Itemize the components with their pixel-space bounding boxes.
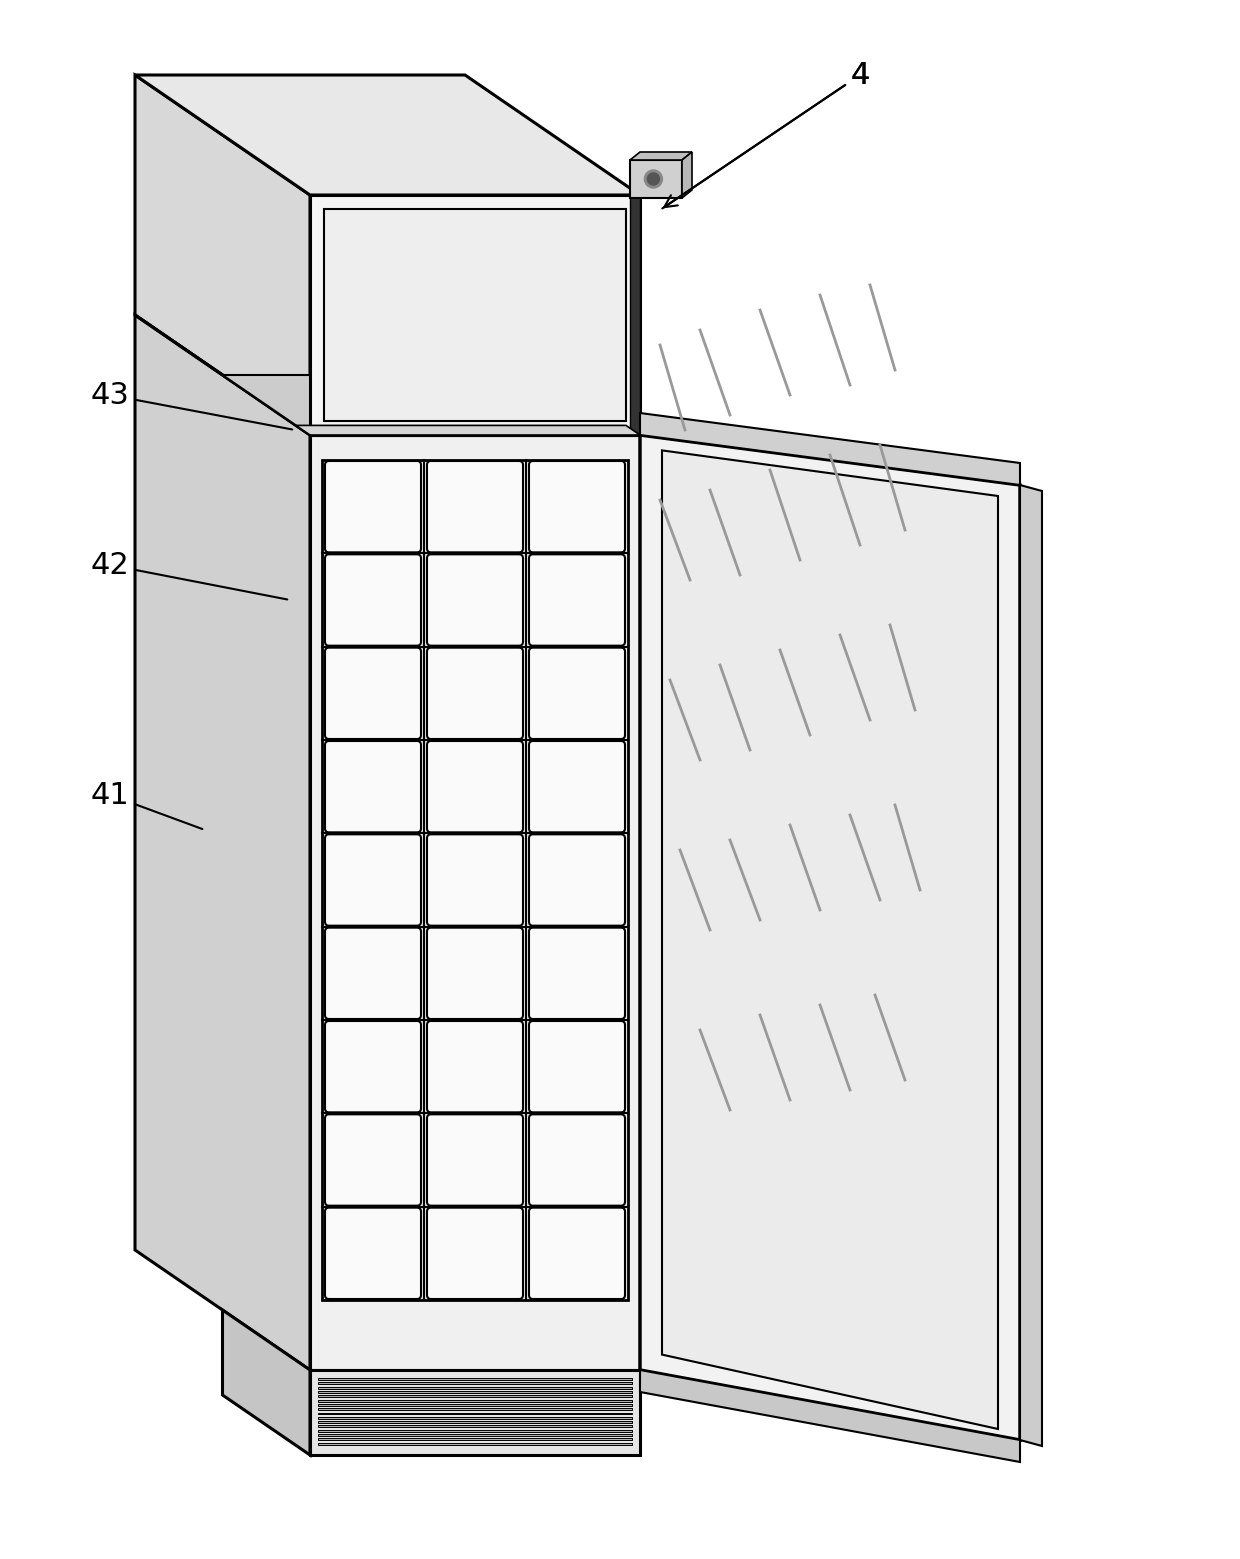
Bar xyxy=(317,1422,632,1423)
Polygon shape xyxy=(222,376,640,435)
Bar xyxy=(630,161,682,198)
Polygon shape xyxy=(296,426,640,435)
Bar xyxy=(317,1395,632,1397)
Polygon shape xyxy=(1021,485,1042,1447)
Bar xyxy=(317,1400,632,1402)
Text: 43: 43 xyxy=(91,380,293,429)
Bar xyxy=(317,1439,632,1441)
Bar xyxy=(310,435,640,1370)
FancyBboxPatch shape xyxy=(529,928,625,1020)
Polygon shape xyxy=(640,1370,1021,1462)
Circle shape xyxy=(645,170,662,189)
FancyBboxPatch shape xyxy=(427,461,523,552)
Bar xyxy=(317,1430,632,1431)
FancyBboxPatch shape xyxy=(427,741,523,833)
FancyBboxPatch shape xyxy=(529,555,625,645)
Polygon shape xyxy=(222,1310,310,1455)
Bar xyxy=(317,1403,632,1406)
FancyBboxPatch shape xyxy=(529,1208,625,1299)
Bar xyxy=(317,1425,632,1428)
FancyBboxPatch shape xyxy=(529,834,625,926)
FancyBboxPatch shape xyxy=(325,741,422,833)
Polygon shape xyxy=(135,315,310,435)
FancyBboxPatch shape xyxy=(325,461,422,552)
Text: 4: 4 xyxy=(665,61,869,207)
FancyBboxPatch shape xyxy=(325,555,422,645)
FancyBboxPatch shape xyxy=(427,647,523,739)
Bar xyxy=(317,1417,632,1419)
FancyBboxPatch shape xyxy=(529,1115,625,1205)
Polygon shape xyxy=(640,413,1021,485)
Bar xyxy=(322,460,627,1300)
FancyBboxPatch shape xyxy=(325,1208,422,1299)
Polygon shape xyxy=(135,75,640,195)
Bar xyxy=(317,1378,632,1380)
FancyBboxPatch shape xyxy=(325,834,422,926)
FancyBboxPatch shape xyxy=(427,1115,523,1205)
Bar xyxy=(630,195,640,435)
FancyBboxPatch shape xyxy=(325,647,422,739)
Bar xyxy=(317,1391,632,1392)
Bar xyxy=(310,195,640,435)
FancyBboxPatch shape xyxy=(427,1208,523,1299)
FancyBboxPatch shape xyxy=(325,928,422,1020)
FancyBboxPatch shape xyxy=(427,928,523,1020)
Polygon shape xyxy=(630,151,692,161)
Text: 42: 42 xyxy=(91,550,288,600)
FancyBboxPatch shape xyxy=(427,1021,523,1112)
Bar xyxy=(310,1370,640,1455)
FancyBboxPatch shape xyxy=(325,1115,422,1205)
FancyBboxPatch shape xyxy=(529,1021,625,1112)
Bar xyxy=(317,1408,632,1411)
Polygon shape xyxy=(135,315,310,1370)
FancyBboxPatch shape xyxy=(325,1021,422,1112)
Text: 41: 41 xyxy=(91,781,202,829)
FancyBboxPatch shape xyxy=(529,741,625,833)
Polygon shape xyxy=(662,451,998,1430)
Bar xyxy=(317,1434,632,1436)
Polygon shape xyxy=(682,151,692,198)
Bar xyxy=(317,1386,632,1389)
Polygon shape xyxy=(640,435,1021,1441)
Circle shape xyxy=(647,173,660,186)
Text: 4: 4 xyxy=(662,61,869,209)
FancyBboxPatch shape xyxy=(529,461,625,552)
Bar xyxy=(324,209,626,421)
Bar xyxy=(317,1383,632,1384)
Bar xyxy=(317,1412,632,1414)
Bar xyxy=(317,1442,632,1445)
Polygon shape xyxy=(135,75,310,435)
FancyBboxPatch shape xyxy=(427,834,523,926)
FancyBboxPatch shape xyxy=(529,647,625,739)
FancyBboxPatch shape xyxy=(427,555,523,645)
